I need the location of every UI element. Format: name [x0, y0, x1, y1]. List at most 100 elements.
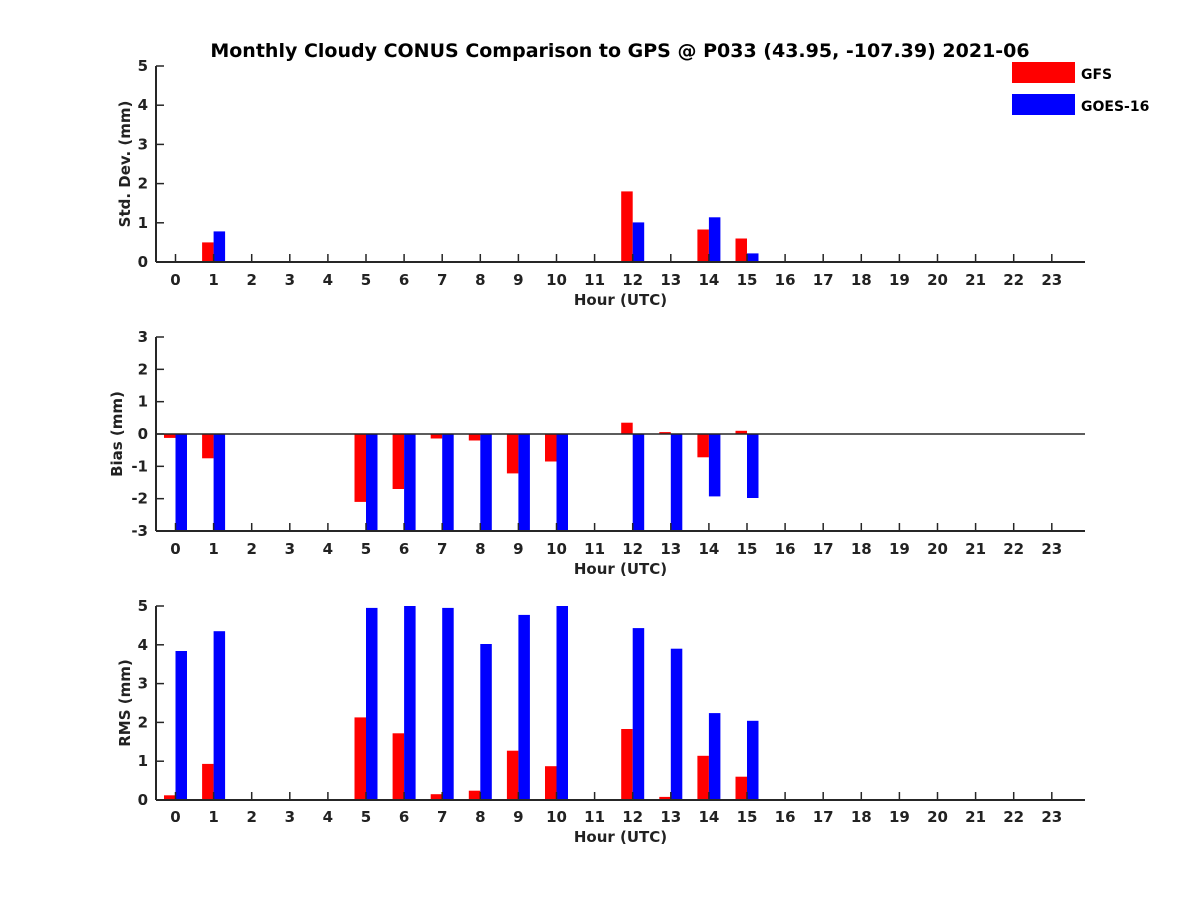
x-tick-label: 7 — [437, 808, 447, 826]
x-tick-label: 16 — [775, 808, 796, 826]
x-tick-label: 3 — [285, 808, 295, 826]
x-tick-label: 18 — [851, 540, 872, 558]
x-tick-label: 21 — [965, 271, 986, 289]
bar-goes16-hour-8 — [480, 434, 492, 531]
x-axis-label: Hour (UTC) — [574, 291, 667, 309]
bar-gfs-hour-14 — [697, 434, 709, 458]
bar-gfs-hour-9 — [506, 434, 519, 474]
x-tick-label: 4 — [323, 271, 333, 289]
bar-gfs-hour-6 — [392, 733, 405, 800]
legend-swatch-gfs — [1012, 62, 1075, 83]
x-tick-label: 22 — [1003, 271, 1024, 289]
x-tick-label: 6 — [399, 808, 409, 826]
bar-goes16-hour-14 — [708, 217, 721, 262]
bar-goes16-hour-15 — [747, 434, 759, 498]
y-axis-label: RMS (mm) — [116, 659, 134, 746]
bar-gfs-hour-10 — [545, 766, 557, 800]
x-tick-label: 9 — [513, 540, 523, 558]
x-tick-label: 11 — [584, 540, 605, 558]
x-tick-label: 20 — [927, 808, 948, 826]
x-tick-label: 9 — [513, 808, 523, 826]
x-tick-label: 15 — [737, 271, 758, 289]
bar-gfs-hour-6 — [392, 434, 405, 489]
bar-goes16-hour-12 — [632, 434, 645, 531]
y-tick-label: 0 — [138, 791, 148, 809]
x-tick-label: 19 — [889, 808, 910, 826]
x-tick-label: 22 — [1003, 808, 1024, 826]
x-tick-label: 4 — [323, 808, 333, 826]
y-tick-label: 1 — [138, 214, 148, 232]
x-tick-label: 5 — [361, 271, 371, 289]
bar-gfs-hour-1 — [202, 434, 214, 459]
x-tick-label: 14 — [698, 540, 719, 558]
x-tick-label: 15 — [737, 808, 758, 826]
x-axis-label: Hour (UTC) — [574, 560, 667, 578]
x-axis-label: Hour (UTC) — [574, 828, 667, 846]
bar-goes16-hour-7 — [442, 434, 454, 531]
x-tick-label: 3 — [285, 540, 295, 558]
bar-goes16-hour-14 — [708, 713, 721, 800]
y-tick-label: 1 — [138, 393, 148, 411]
y-tick-label: 2 — [138, 360, 148, 378]
bar-gfs-hour-7 — [430, 434, 443, 439]
bar-goes16-hour-10 — [556, 606, 568, 800]
x-tick-label: 18 — [851, 808, 872, 826]
bar-goes16-hour-0 — [175, 651, 187, 800]
x-tick-label: 20 — [927, 540, 948, 558]
bar-goes16-hour-0 — [175, 434, 187, 531]
x-tick-label: 19 — [889, 271, 910, 289]
x-tick-label: 11 — [584, 271, 605, 289]
x-tick-label: 18 — [851, 271, 872, 289]
bar-goes16-hour-15 — [747, 720, 759, 800]
x-tick-label: 3 — [285, 271, 295, 289]
x-tick-label: 6 — [399, 271, 409, 289]
x-tick-label: 13 — [660, 271, 681, 289]
bar-goes16-hour-15 — [747, 253, 759, 262]
x-tick-label: 21 — [965, 540, 986, 558]
x-tick-label: 0 — [170, 540, 180, 558]
y-tick-label: -1 — [131, 457, 148, 475]
bar-gfs-hour-15 — [735, 430, 747, 434]
legend-label-goes16: GOES-16 — [1081, 99, 1149, 115]
y-tick-label: 0 — [138, 253, 148, 271]
x-tick-label: 1 — [208, 808, 218, 826]
bar-goes16-hour-5 — [366, 607, 378, 800]
x-tick-label: 17 — [813, 271, 834, 289]
y-tick-label: 3 — [138, 135, 148, 153]
x-tick-label: 16 — [775, 271, 796, 289]
bar-goes16-hour-1 — [213, 434, 226, 531]
x-tick-label: 8 — [475, 808, 485, 826]
x-tick-label: 6 — [399, 540, 409, 558]
x-tick-label: 0 — [170, 271, 180, 289]
x-tick-label: 4 — [323, 540, 333, 558]
x-tick-label: 11 — [584, 808, 605, 826]
x-tick-label: 20 — [927, 271, 948, 289]
x-tick-label: 14 — [698, 271, 719, 289]
x-tick-label: 23 — [1041, 271, 1062, 289]
y-tick-label: 2 — [138, 175, 148, 193]
x-tick-label: 10 — [546, 271, 567, 289]
bar-goes16-hour-7 — [442, 607, 454, 800]
bar-goes16-hour-1 — [213, 631, 226, 800]
bar-goes16-hour-10 — [556, 434, 568, 531]
x-tick-label: 1 — [208, 540, 218, 558]
x-tick-label: 13 — [660, 808, 681, 826]
x-tick-label: 7 — [437, 540, 447, 558]
bar-goes16-hour-9 — [518, 434, 530, 531]
bar-gfs-hour-9 — [506, 750, 519, 800]
bar-goes16-hour-12 — [632, 222, 645, 262]
bar-gfs-hour-8 — [468, 434, 481, 441]
x-tick-label: 10 — [546, 808, 567, 826]
bar-goes16-hour-9 — [518, 614, 530, 800]
bar-goes16-hour-6 — [404, 606, 416, 800]
x-tick-label: 2 — [246, 271, 256, 289]
bar-goes16-hour-12 — [632, 628, 645, 800]
x-tick-label: 2 — [246, 540, 256, 558]
bar-gfs-hour-15 — [735, 238, 747, 262]
bar-gfs-hour-1 — [202, 242, 214, 262]
x-tick-label: 22 — [1003, 540, 1024, 558]
y-tick-label: 3 — [138, 675, 148, 693]
x-tick-label: 13 — [660, 540, 681, 558]
